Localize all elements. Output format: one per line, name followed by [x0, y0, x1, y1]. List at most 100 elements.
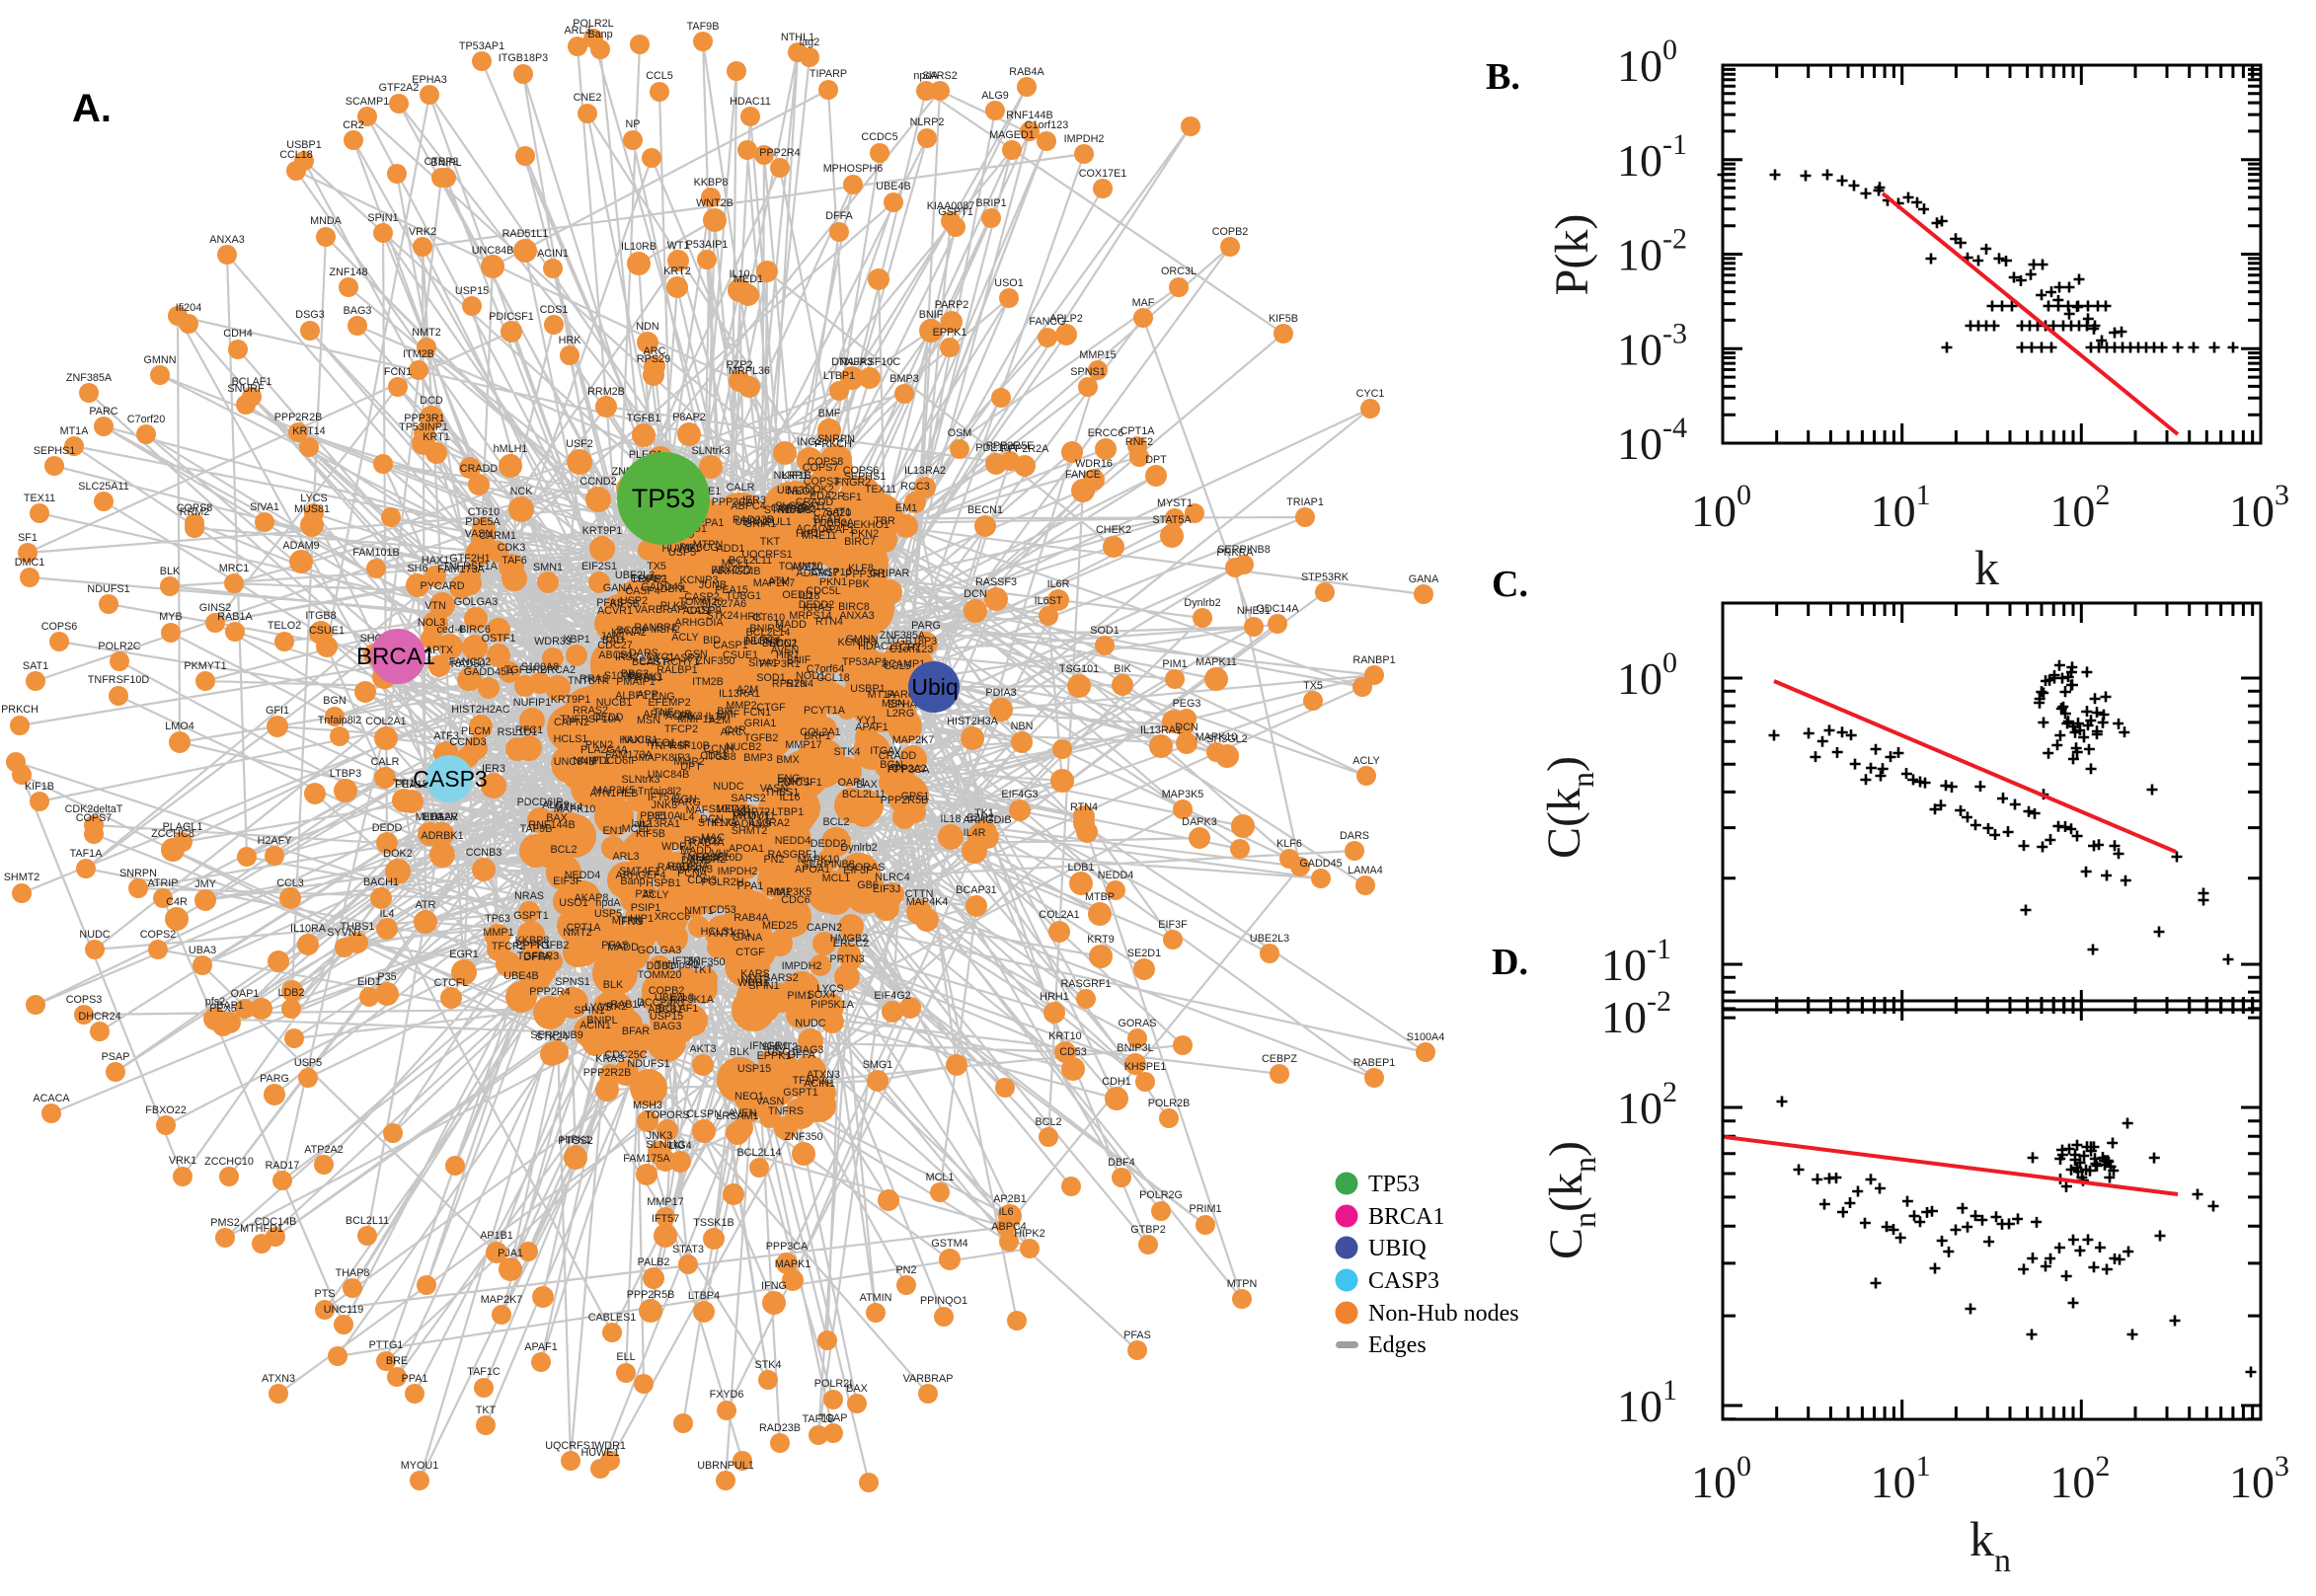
- svg-text:TAF1B: TAF1B: [803, 1413, 835, 1425]
- svg-text:ITGB8: ITGB8: [305, 610, 336, 622]
- svg-text:RABEP1: RABEP1: [657, 862, 700, 874]
- svg-text:MT1A: MT1A: [868, 689, 897, 701]
- svg-text:Dynlrb2: Dynlrb2: [1184, 597, 1220, 609]
- svg-text:CSUE1: CSUE1: [309, 625, 345, 637]
- svg-text:ARC: ARC: [721, 726, 743, 738]
- svg-text:SHMT2: SHMT2: [762, 1041, 799, 1053]
- svg-text:BRIP1: BRIP1: [975, 197, 1006, 209]
- svg-text:APOA1: APOA1: [729, 843, 764, 855]
- svg-text:SERPINB8: SERPINB8: [1217, 544, 1270, 556]
- svg-text:CAPN2: CAPN2: [554, 717, 589, 728]
- svg-text:MSN: MSN: [882, 698, 905, 710]
- svg-text:POLR2C: POLR2C: [98, 641, 140, 652]
- svg-text:BNIP3L: BNIP3L: [749, 623, 786, 635]
- svg-text:DPT: DPT: [680, 761, 702, 773]
- svg-text:TUBB2A: TUBB2A: [812, 517, 855, 529]
- svg-text:KRT9P1: KRT9P1: [551, 694, 591, 706]
- svg-text:S100A8: S100A8: [521, 661, 559, 673]
- svg-text:PLAGL1: PLAGL1: [163, 821, 203, 833]
- svg-text:PRTN3: PRTN3: [627, 672, 661, 684]
- svg-text:HRH1: HRH1: [1040, 991, 1068, 1003]
- svg-text:NMT1: NMT1: [684, 905, 713, 917]
- svg-text:TFCP2: TFCP2: [492, 941, 525, 952]
- svg-text:GINS2: GINS2: [199, 602, 231, 614]
- svg-text:APAF1: APAF1: [524, 1341, 557, 1353]
- svg-text:BNIPL: BNIPL: [430, 157, 461, 169]
- svg-text:BMF: BMF: [818, 408, 841, 419]
- svg-text:COL2A1: COL2A1: [1039, 909, 1079, 921]
- svg-text:BGN: BGN: [323, 695, 346, 707]
- svg-text:COPS6: COPS6: [41, 621, 78, 633]
- svg-text:MRC1: MRC1: [219, 563, 250, 574]
- svg-text:PPP2R4: PPP2R4: [759, 147, 800, 159]
- svg-text:POLR2G: POLR2G: [1139, 1189, 1183, 1201]
- svg-text:MADD: MADD: [607, 942, 639, 953]
- svg-text:GANA: GANA: [733, 932, 763, 944]
- svg-text:TNFRSF10D: TNFRSF10D: [681, 852, 743, 864]
- svg-text:BMX: BMX: [776, 754, 799, 766]
- svg-text:UBRNPUL1: UBRNPUL1: [734, 516, 792, 528]
- svg-text:BCL2L14: BCL2L14: [736, 1147, 781, 1159]
- svg-text:MMP15: MMP15: [1079, 349, 1116, 361]
- svg-text:LTBP1: LTBP1: [823, 370, 855, 382]
- svg-text:NUMB: NUMB: [781, 504, 812, 516]
- svg-text:OEDD: OEDD: [782, 589, 812, 601]
- svg-text:ENG: ENG: [652, 691, 674, 703]
- svg-text:NUFIP1: NUFIP1: [513, 697, 551, 709]
- svg-text:GTBP2: GTBP2: [1130, 1224, 1165, 1236]
- svg-text:TP53: TP53: [632, 484, 696, 513]
- svg-text:USF2: USF2: [566, 438, 593, 450]
- svg-text:PDICSF1: PDICSF1: [489, 311, 534, 323]
- svg-text:ANXA3: ANXA3: [839, 610, 874, 622]
- svg-text:WDR1: WDR1: [661, 841, 693, 853]
- svg-text:MAP3K5: MAP3K5: [1162, 789, 1204, 800]
- svg-text:NUDC: NUDC: [713, 781, 743, 793]
- svg-text:VASN: VASN: [756, 1096, 785, 1107]
- svg-text:NUCB1: NUCB1: [596, 697, 633, 709]
- svg-text:kn: kn: [1969, 1511, 2011, 1579]
- svg-text:SPIN1: SPIN1: [748, 980, 779, 992]
- svg-text:MTBP: MTBP: [1085, 891, 1115, 903]
- svg-text:RAD23A: RAD23A: [667, 861, 710, 873]
- svg-text:BGN: BGN: [880, 759, 902, 771]
- svg-text:ENG: ENG: [777, 773, 800, 785]
- svg-text:TKT: TKT: [476, 1405, 497, 1416]
- svg-text:HIPK2: HIPK2: [1014, 1228, 1044, 1240]
- svg-text:IL13RA1: IL13RA1: [639, 818, 680, 830]
- svg-text:NOL3: NOL3: [418, 617, 445, 629]
- svg-text:EDA2R: EDA2R: [423, 811, 458, 823]
- svg-text:Banp: Banp: [587, 29, 612, 40]
- svg-text:ACVR1: ACVR1: [597, 605, 633, 617]
- svg-text:HIP1: HIP1: [796, 528, 819, 540]
- svg-text:SIVA1: SIVA1: [250, 501, 279, 513]
- svg-text:CCL3: CCL3: [276, 877, 304, 889]
- svg-text:UNC84B: UNC84B: [554, 756, 596, 768]
- svg-text:PARG: PARG: [671, 797, 701, 808]
- svg-text:KIF5B: KIF5B: [610, 598, 640, 610]
- svg-text:EPPK1: EPPK1: [516, 940, 551, 951]
- svg-text:LTBP3: LTBP3: [330, 768, 361, 780]
- svg-text:VARBRAP: VARBRAP: [903, 1373, 954, 1385]
- svg-text:DFFA: DFFA: [825, 210, 853, 222]
- svg-text:CASP4: CASP4: [625, 585, 659, 597]
- svg-text:ATP2A2: ATP2A2: [888, 763, 926, 775]
- svg-text:TP53AP1: TP53AP1: [459, 40, 504, 52]
- svg-text:HRK: HRK: [559, 335, 582, 346]
- svg-text:PALB2: PALB2: [638, 1256, 670, 1268]
- svg-text:IL4R: IL4R: [964, 827, 986, 839]
- svg-text:KRT2: KRT2: [663, 266, 690, 277]
- svg-text:APOA1: APOA1: [795, 864, 830, 875]
- svg-text:BCL2L11: BCL2L11: [346, 1215, 389, 1227]
- svg-text:USBP1: USBP1: [286, 139, 321, 151]
- svg-text:A2M: A2M: [709, 715, 731, 726]
- svg-text:MAF: MAF: [1132, 297, 1155, 309]
- svg-text:MSN: MSN: [637, 715, 660, 726]
- svg-text:PMS2: PMS2: [210, 1217, 239, 1229]
- svg-text:KRAS: KRAS: [595, 1053, 624, 1065]
- svg-text:TAF9B: TAF9B: [520, 823, 553, 835]
- svg-text:103: 103: [2229, 1450, 2289, 1507]
- svg-text:10-1: 10-1: [1617, 128, 1687, 186]
- svg-text:FXYD6: FXYD6: [710, 1389, 744, 1401]
- svg-text:CCL5: CCL5: [646, 70, 673, 82]
- svg-text:PLK3: PLK3: [660, 600, 686, 612]
